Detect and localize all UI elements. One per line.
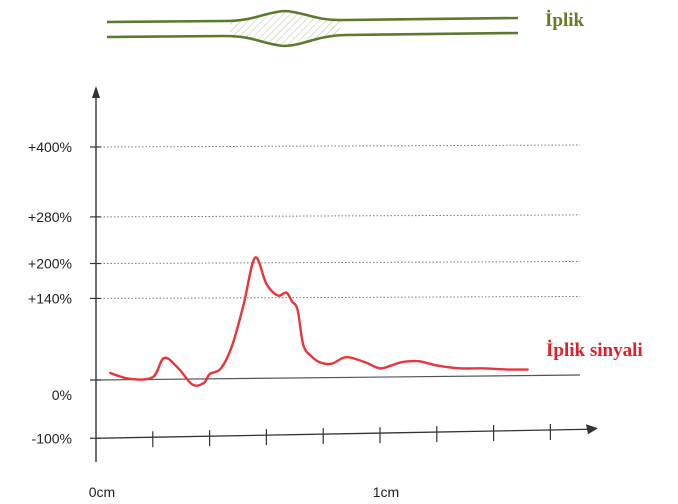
yarn-top-edge xyxy=(106,9,519,24)
y-tick-label: +140% xyxy=(28,290,72,306)
y-axis-arrow xyxy=(92,86,100,98)
y-tick-labels: +400% +280% +200% +140% 0% -100% xyxy=(28,139,72,446)
yarn-fill xyxy=(230,11,340,46)
zero-baseline xyxy=(95,374,581,381)
y-tick-label: 0% xyxy=(52,387,72,403)
x-tick-labels: 0cm 1cm xyxy=(89,484,399,500)
series-group xyxy=(109,256,529,387)
yarn-illustration xyxy=(106,9,519,48)
grid-line xyxy=(99,214,581,218)
y-tick-label: +400% xyxy=(28,139,72,155)
y-tick-label: +280% xyxy=(28,209,72,225)
grid-line xyxy=(99,261,581,264)
x-tick-label: 1cm xyxy=(373,484,399,500)
yarn-bottom-edge xyxy=(106,31,519,48)
grid-line xyxy=(99,144,581,148)
x-tick-label: 0cm xyxy=(89,484,115,500)
grid-lines xyxy=(99,144,581,299)
yarn-label: İplik xyxy=(545,10,585,31)
x-axis-line xyxy=(95,428,591,439)
y-tick-label: -100% xyxy=(32,430,72,446)
axes xyxy=(90,86,598,462)
signal-line xyxy=(109,256,529,387)
y-tick-label: +200% xyxy=(28,256,72,272)
grid-line xyxy=(99,295,581,299)
series-label: İplik sinyali xyxy=(546,340,643,361)
x-axis-arrow xyxy=(586,424,598,435)
